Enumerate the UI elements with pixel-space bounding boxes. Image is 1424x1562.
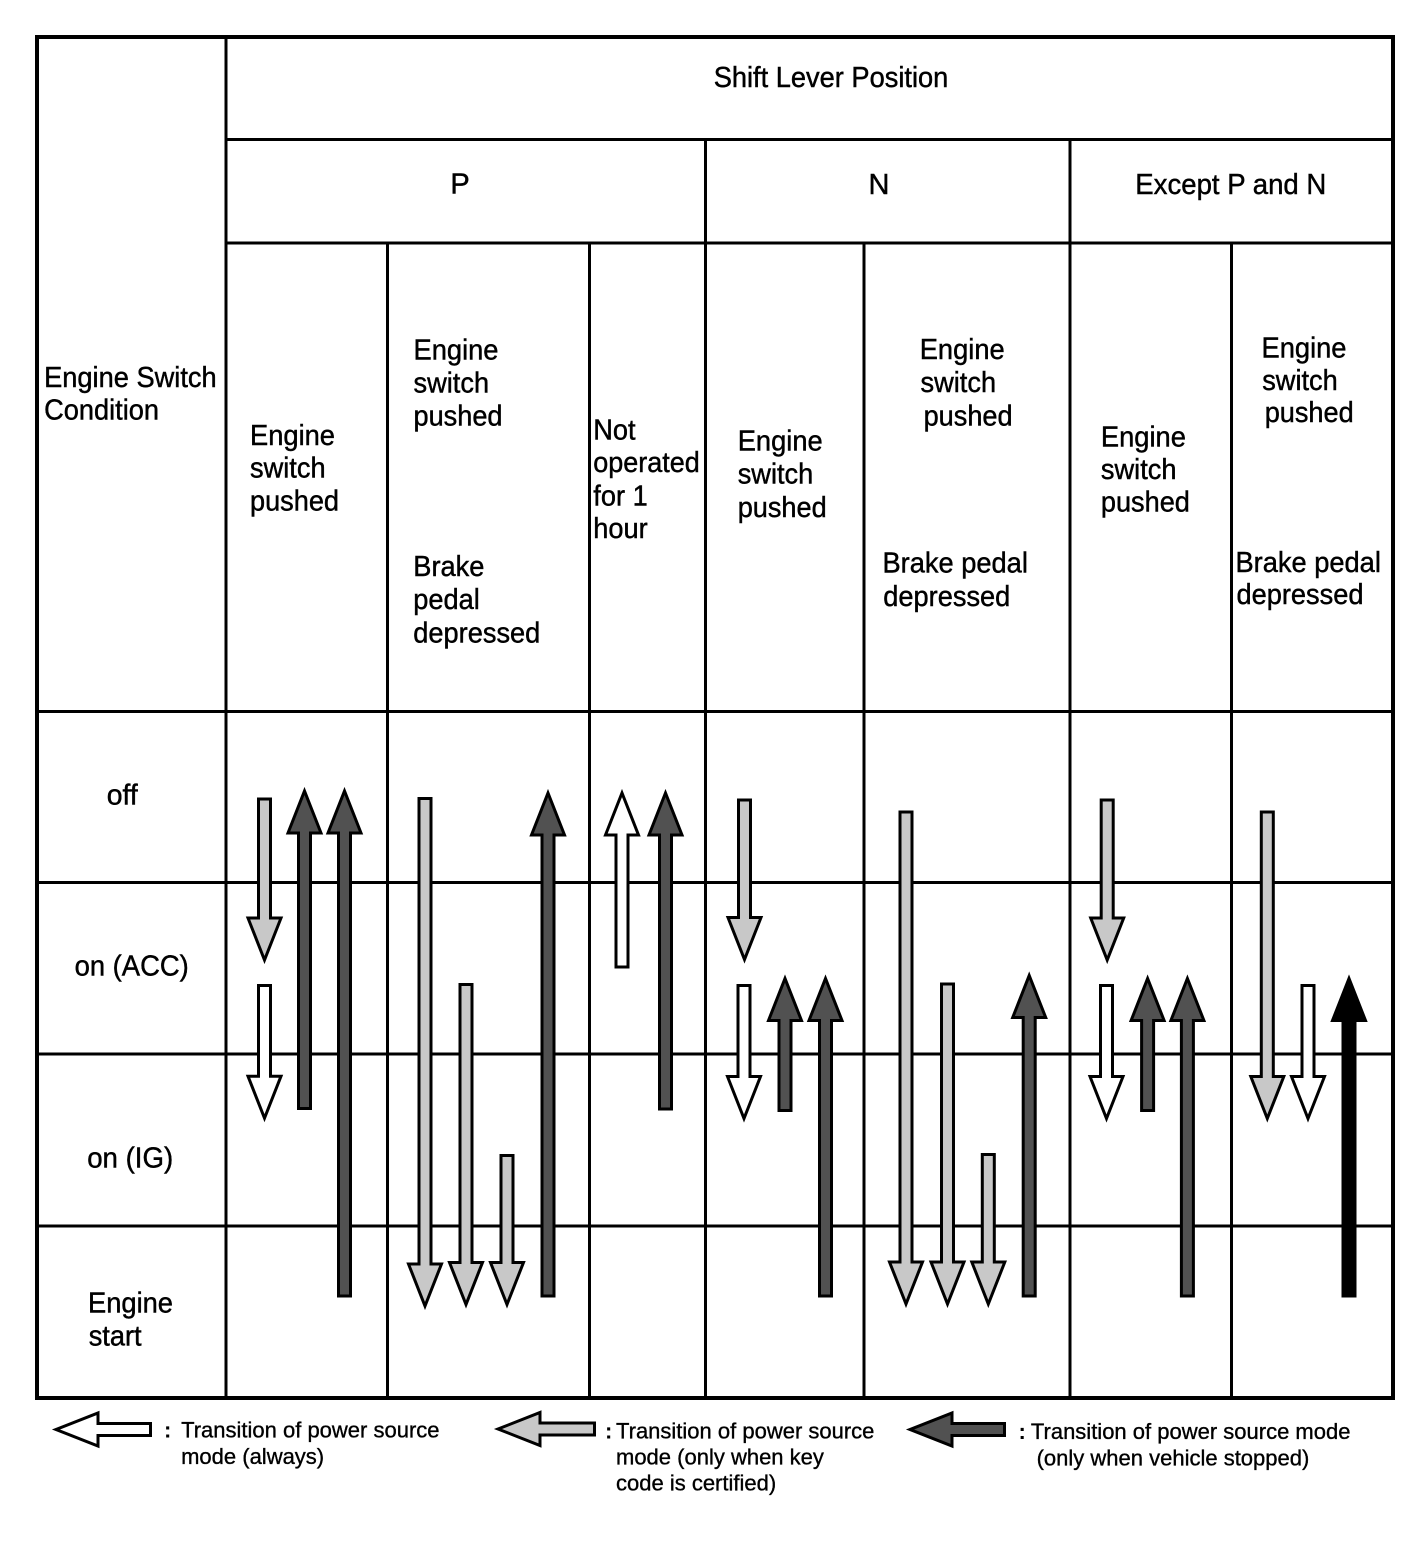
svg-text:Engine: Engine bbox=[1101, 422, 1186, 454]
svg-text:Engine: Engine bbox=[88, 1288, 173, 1320]
svg-text:Brake pedal: Brake pedal bbox=[1236, 547, 1381, 579]
svg-text:Brake pedal: Brake pedal bbox=[883, 548, 1028, 580]
svg-text:on (ACC): on (ACC) bbox=[75, 950, 189, 982]
svg-text:Engine: Engine bbox=[250, 420, 335, 452]
svg-text:Transition of power source mod: Transition of power source mode bbox=[1031, 1419, 1351, 1444]
svg-text:depressed: depressed bbox=[883, 581, 1010, 613]
svg-text:switch: switch bbox=[414, 368, 490, 400]
svg-text:for 1: for 1 bbox=[593, 481, 647, 513]
svg-text:Not: Not bbox=[593, 414, 635, 446]
svg-text:switch: switch bbox=[1262, 365, 1338, 397]
svg-text:pushed: pushed bbox=[1265, 397, 1354, 429]
svg-text:pushed: pushed bbox=[250, 486, 339, 518]
svg-text::: : bbox=[164, 1418, 171, 1443]
svg-text:Transition of power source: Transition of power source bbox=[181, 1418, 439, 1443]
svg-text:Except P and N: Except P and N bbox=[1135, 169, 1326, 201]
svg-text:mode (always): mode (always) bbox=[181, 1444, 324, 1469]
svg-text:pedal: pedal bbox=[413, 584, 480, 616]
svg-text:code is certified): code is certified) bbox=[616, 1471, 776, 1496]
svg-text:N: N bbox=[869, 169, 890, 201]
svg-text:Transition of power source: Transition of power source bbox=[616, 1418, 874, 1443]
svg-text:switch: switch bbox=[738, 459, 814, 491]
svg-text:on (IG): on (IG) bbox=[87, 1143, 173, 1175]
svg-text:Engine: Engine bbox=[1262, 332, 1347, 364]
svg-text:mode (only when key: mode (only when key bbox=[616, 1445, 824, 1470]
svg-text:Engine: Engine bbox=[920, 334, 1005, 366]
svg-text:pushed: pushed bbox=[1101, 487, 1190, 519]
svg-text:pushed: pushed bbox=[924, 400, 1013, 432]
svg-text:pushed: pushed bbox=[414, 401, 503, 433]
svg-text:pushed: pushed bbox=[738, 492, 827, 524]
svg-text:switch: switch bbox=[921, 367, 997, 399]
svg-text:Shift Lever Position: Shift Lever Position bbox=[714, 62, 949, 94]
svg-text:depressed: depressed bbox=[413, 617, 540, 649]
svg-text:Engine: Engine bbox=[738, 425, 823, 457]
svg-text:Condition: Condition bbox=[44, 395, 159, 427]
svg-text::: : bbox=[1019, 1419, 1026, 1444]
svg-text:P: P bbox=[450, 169, 469, 201]
svg-text:Engine Switch: Engine Switch bbox=[44, 362, 217, 394]
svg-text:Brake: Brake bbox=[413, 551, 484, 583]
svg-text:switch: switch bbox=[250, 453, 326, 485]
svg-text:depressed: depressed bbox=[1237, 579, 1364, 611]
svg-text:Engine: Engine bbox=[414, 335, 499, 367]
svg-text:off: off bbox=[107, 780, 139, 812]
svg-text:switch: switch bbox=[1101, 454, 1177, 486]
svg-text:hour: hour bbox=[593, 513, 648, 545]
svg-text:operated: operated bbox=[593, 447, 700, 479]
svg-text:start: start bbox=[89, 1321, 142, 1353]
svg-text::: : bbox=[605, 1418, 612, 1443]
svg-text:(only when vehicle stopped): (only when vehicle stopped) bbox=[1037, 1446, 1310, 1471]
